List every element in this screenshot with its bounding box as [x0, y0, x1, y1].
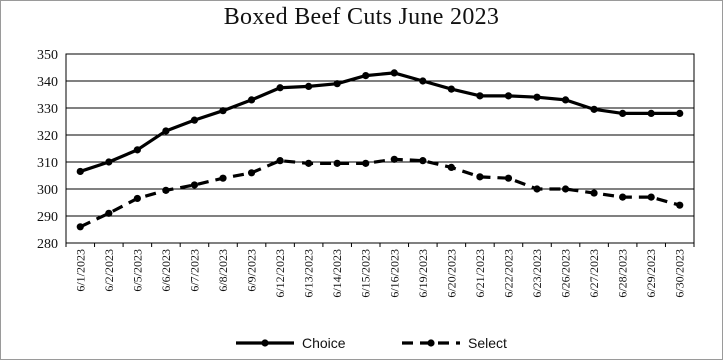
- data-point-select: [190, 181, 199, 189]
- data-point-select: [247, 169, 256, 177]
- data-point-select: [619, 193, 627, 201]
- data-point-choice: [590, 105, 598, 113]
- x-tick-label: 6/27/2023: [587, 249, 601, 298]
- x-tick-label: 6/21/2023: [473, 249, 487, 298]
- data-point-choice: [419, 77, 427, 85]
- data-point-choice: [276, 84, 284, 92]
- legend-label-choice: Choice: [302, 335, 346, 351]
- x-tick-label: 6/20/2023: [444, 249, 458, 298]
- data-point-select: [676, 201, 684, 209]
- x-tick-label: 6/6/2023: [159, 249, 173, 292]
- data-point-choice: [676, 109, 684, 117]
- data-point-choice: [333, 80, 341, 88]
- x-tick-label: 6/7/2023: [187, 249, 201, 292]
- x-tick-label: 6/22/2023: [501, 249, 515, 298]
- data-point-choice: [447, 85, 455, 93]
- x-tick-label: 6/8/2023: [216, 249, 230, 292]
- legend-label-select: Select: [468, 335, 507, 351]
- data-point-choice: [647, 109, 655, 117]
- data-point-choice: [619, 109, 627, 117]
- data-point-select: [590, 189, 598, 197]
- data-point-select: [504, 174, 513, 182]
- legend-marker-choice: [261, 339, 269, 347]
- gridlines: [66, 53, 694, 244]
- data-point-choice: [476, 92, 484, 100]
- x-tick-label: 6/28/2023: [616, 249, 630, 298]
- data-point-select: [219, 174, 227, 182]
- y-tick-labels: 280 290 300 310 320 330 340 350: [37, 48, 58, 252]
- x-tick-label: 6/9/2023: [245, 249, 259, 292]
- y-tick-label: 300: [37, 183, 58, 198]
- data-point-choice: [561, 96, 570, 104]
- data-point-select: [276, 157, 284, 165]
- x-tick-label: 6/16/2023: [387, 249, 401, 298]
- x-tick-label: 6/13/2023: [302, 249, 316, 298]
- data-point-select: [133, 194, 141, 203]
- data-point-select: [419, 157, 427, 165]
- series: [76, 69, 684, 231]
- axes: [65, 53, 695, 247]
- data-point-choice: [247, 96, 256, 104]
- x-tick-label: 6/1/2023: [73, 249, 87, 292]
- data-point-choice: [305, 82, 313, 90]
- x-tick-label: 6/14/2023: [330, 249, 344, 298]
- data-point-select: [476, 173, 484, 181]
- y-tick-label: 310: [37, 156, 58, 171]
- x-tick-labels: 6/1/2023 6/2/2023 6/5/2023 6/6/2023 6/7/2023…: [73, 249, 686, 298]
- data-point-choice: [190, 116, 199, 124]
- chart-title: Boxed Beef Cuts June 2023: [223, 4, 500, 30]
- data-point-select: [561, 185, 570, 193]
- data-point-choice: [362, 72, 370, 80]
- data-point-select: [362, 159, 370, 167]
- data-point-select: [76, 223, 84, 231]
- x-tick-label: 6/12/2023: [273, 249, 287, 298]
- y-tick-label: 320: [37, 129, 58, 144]
- data-point-select: [647, 193, 655, 201]
- y-tick-label: 280: [37, 237, 58, 252]
- legend-marker-select: [427, 339, 435, 347]
- data-point-select: [447, 163, 455, 171]
- data-point-select: [305, 159, 313, 167]
- legend: Choice Select: [236, 335, 507, 351]
- data-point-select: [105, 209, 113, 217]
- plot-border: [65, 53, 695, 244]
- y-tick-label: 340: [37, 75, 58, 90]
- y-tick-label: 330: [37, 102, 58, 117]
- data-point-choice: [533, 93, 541, 101]
- x-tick-label: 6/26/2023: [559, 249, 573, 298]
- data-point-choice: [105, 158, 113, 166]
- y-tick-label: 290: [37, 210, 58, 225]
- x-tick-label: 6/23/2023: [530, 249, 544, 298]
- x-tick-label: 6/15/2023: [359, 249, 373, 298]
- data-point-select: [333, 159, 341, 167]
- data-point-choice: [219, 107, 227, 115]
- x-tick-label: 6/29/2023: [644, 249, 658, 298]
- data-point-choice: [76, 167, 84, 176]
- data-point-choice: [162, 127, 170, 135]
- series-line-select: [79, 157, 681, 229]
- data-point-choice: [390, 69, 398, 77]
- data-point-select: [162, 186, 170, 194]
- data-point-choice: [504, 92, 513, 100]
- y-tick-label: 350: [37, 48, 58, 63]
- data-point-choice: [133, 146, 141, 154]
- x-tick-label: 6/19/2023: [416, 249, 430, 298]
- x-tick-label: 6/5/2023: [130, 249, 144, 292]
- series-line-choice: [79, 71, 680, 173]
- x-tick-label: 6/2/2023: [102, 249, 116, 292]
- x-tick-label: 6/30/2023: [673, 249, 687, 298]
- data-point-select: [533, 185, 541, 193]
- data-point-select: [390, 155, 398, 163]
